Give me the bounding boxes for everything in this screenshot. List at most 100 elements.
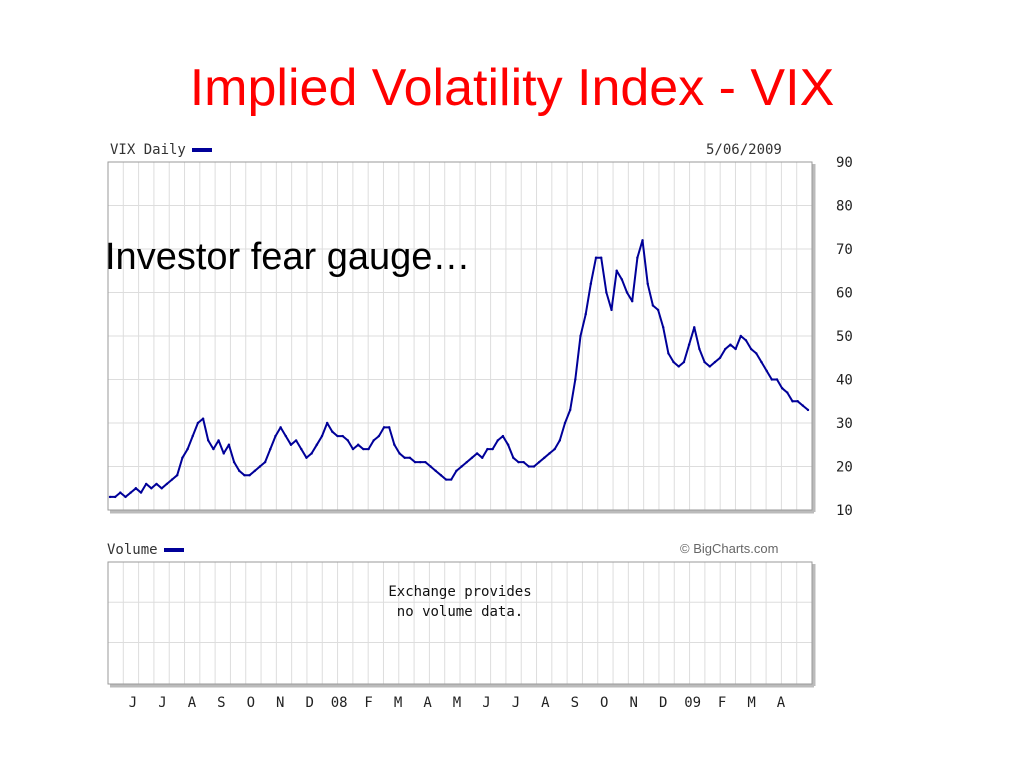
vix-data-point: [517, 460, 520, 464]
vix-data-point: [563, 421, 567, 425]
vix-data-point: [191, 434, 194, 438]
price-legend-label: VIX Daily: [110, 142, 186, 158]
vix-data-point: [775, 378, 779, 381]
vix-data-point: [150, 487, 153, 490]
vix-data-point: [589, 282, 593, 285]
vix-data-point: [486, 447, 489, 451]
y-tick-label: 20: [836, 460, 853, 476]
vix-data-point: [336, 434, 339, 438]
vix-data-point: [667, 352, 670, 355]
vix-data-point: [160, 487, 163, 490]
vix-data-point: [491, 447, 494, 451]
slide-subtitle: Investor fear gauge…: [105, 236, 471, 278]
x-tick-label: F: [364, 695, 372, 711]
vix-data-point: [698, 347, 701, 351]
vix-data-point: [393, 443, 396, 446]
vix-data-point: [543, 456, 546, 459]
vix-data-point: [351, 447, 355, 451]
volume-note-line-2: no volume data.: [396, 604, 524, 620]
vix-data-point: [796, 400, 799, 403]
vix-data-point: [305, 456, 308, 459]
vix-data-point: [310, 452, 313, 455]
x-tick-label: O: [600, 695, 608, 711]
x-tick-label: A: [423, 695, 432, 711]
vix-data-point: [584, 313, 587, 316]
vix-data-point: [636, 256, 639, 259]
vix-data-point: [791, 400, 794, 403]
x-tick-label: D: [659, 695, 667, 711]
vix-data-point: [119, 491, 122, 494]
vix-data-point: [548, 452, 551, 455]
vix-data-point: [806, 408, 810, 412]
volume-note-line-1: Exchange provides: [388, 584, 532, 600]
vix-data-point: [201, 417, 205, 420]
vix-data-point: [744, 339, 748, 342]
vix-data-point: [269, 447, 272, 451]
vix-data-point: [574, 378, 577, 381]
vix-data-point: [108, 495, 112, 499]
y-tick-label: 50: [836, 329, 853, 345]
vix-data-point: [196, 421, 200, 425]
vix-data-point: [263, 460, 267, 464]
vix-data-point: [682, 360, 686, 364]
vix-data-point: [662, 326, 665, 329]
vix-series-line: [110, 239, 809, 498]
vix-data-point: [579, 334, 582, 338]
vix-data-point: [227, 443, 231, 446]
x-tick-label: 08: [331, 695, 348, 711]
vix-data-point: [341, 434, 344, 438]
x-tick-label: J: [158, 695, 166, 711]
vix-data-point: [424, 460, 427, 464]
vix-data-point: [134, 487, 138, 490]
y-tick-label: 70: [836, 242, 853, 258]
vix-data-point: [331, 430, 334, 433]
vix-data-point: [176, 474, 179, 477]
x-tick-label: S: [571, 695, 579, 711]
vix-data-point: [382, 426, 386, 429]
vix-data-point: [475, 452, 479, 455]
chart-date: 5/06/2009: [706, 142, 782, 158]
x-tick-label: M: [453, 695, 461, 711]
vix-data-point: [212, 447, 215, 451]
vix-data-point: [496, 439, 499, 442]
vix-data-point: [656, 308, 660, 312]
vix-data-point: [455, 469, 458, 473]
x-tick-label: A: [541, 695, 550, 711]
vix-data-point: [413, 460, 417, 464]
vix-data-point: [289, 443, 293, 446]
x-tick-label: N: [630, 695, 638, 711]
vix-data-point: [429, 465, 432, 468]
vix-data-point: [139, 491, 143, 494]
vix-data-point: [419, 460, 422, 464]
x-tick-label: A: [188, 695, 197, 711]
vix-data-point: [434, 469, 437, 473]
vix-data-point: [465, 460, 468, 464]
vix-data-point: [248, 474, 251, 477]
x-tick-label: J: [512, 695, 520, 711]
y-tick-label: 90: [836, 155, 853, 171]
vix-data-point: [713, 360, 717, 364]
y-tick-label: 10: [836, 503, 853, 519]
price-panel-frame: [107, 161, 813, 511]
vix-data-point: [687, 343, 691, 346]
vix-data-point: [362, 447, 365, 451]
volume-legend-swatch: [163, 548, 184, 552]
x-tick-label: 09: [684, 695, 701, 711]
vix-data-point: [258, 465, 262, 468]
vix-data-point: [693, 326, 696, 329]
price-legend: VIX Daily: [110, 143, 212, 157]
y-tick-label: 60: [836, 286, 853, 302]
vix-data-point: [765, 369, 768, 372]
y-tick-label: 30: [836, 416, 853, 432]
vix-data-point: [501, 434, 505, 438]
vix-data-point: [284, 434, 287, 438]
slide-title: Implied Volatility Index - VIX: [189, 59, 835, 117]
volume-legend: Volume: [107, 543, 184, 557]
x-tick-label: J: [482, 695, 490, 711]
vix-data-point: [651, 304, 655, 307]
vix-data-point: [315, 443, 319, 446]
x-tick-label: D: [306, 695, 314, 711]
vix-data-point: [346, 439, 350, 442]
vix-data-point: [646, 282, 649, 285]
vix-data-point: [739, 334, 742, 338]
